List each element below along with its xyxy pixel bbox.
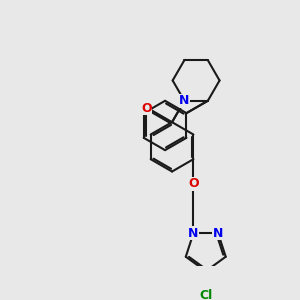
Text: O: O bbox=[141, 102, 152, 115]
Text: O: O bbox=[188, 177, 199, 190]
Text: N: N bbox=[179, 94, 190, 107]
Text: N: N bbox=[213, 227, 223, 240]
Text: N: N bbox=[179, 94, 190, 107]
Text: Cl: Cl bbox=[199, 290, 212, 300]
Text: N: N bbox=[188, 227, 199, 240]
